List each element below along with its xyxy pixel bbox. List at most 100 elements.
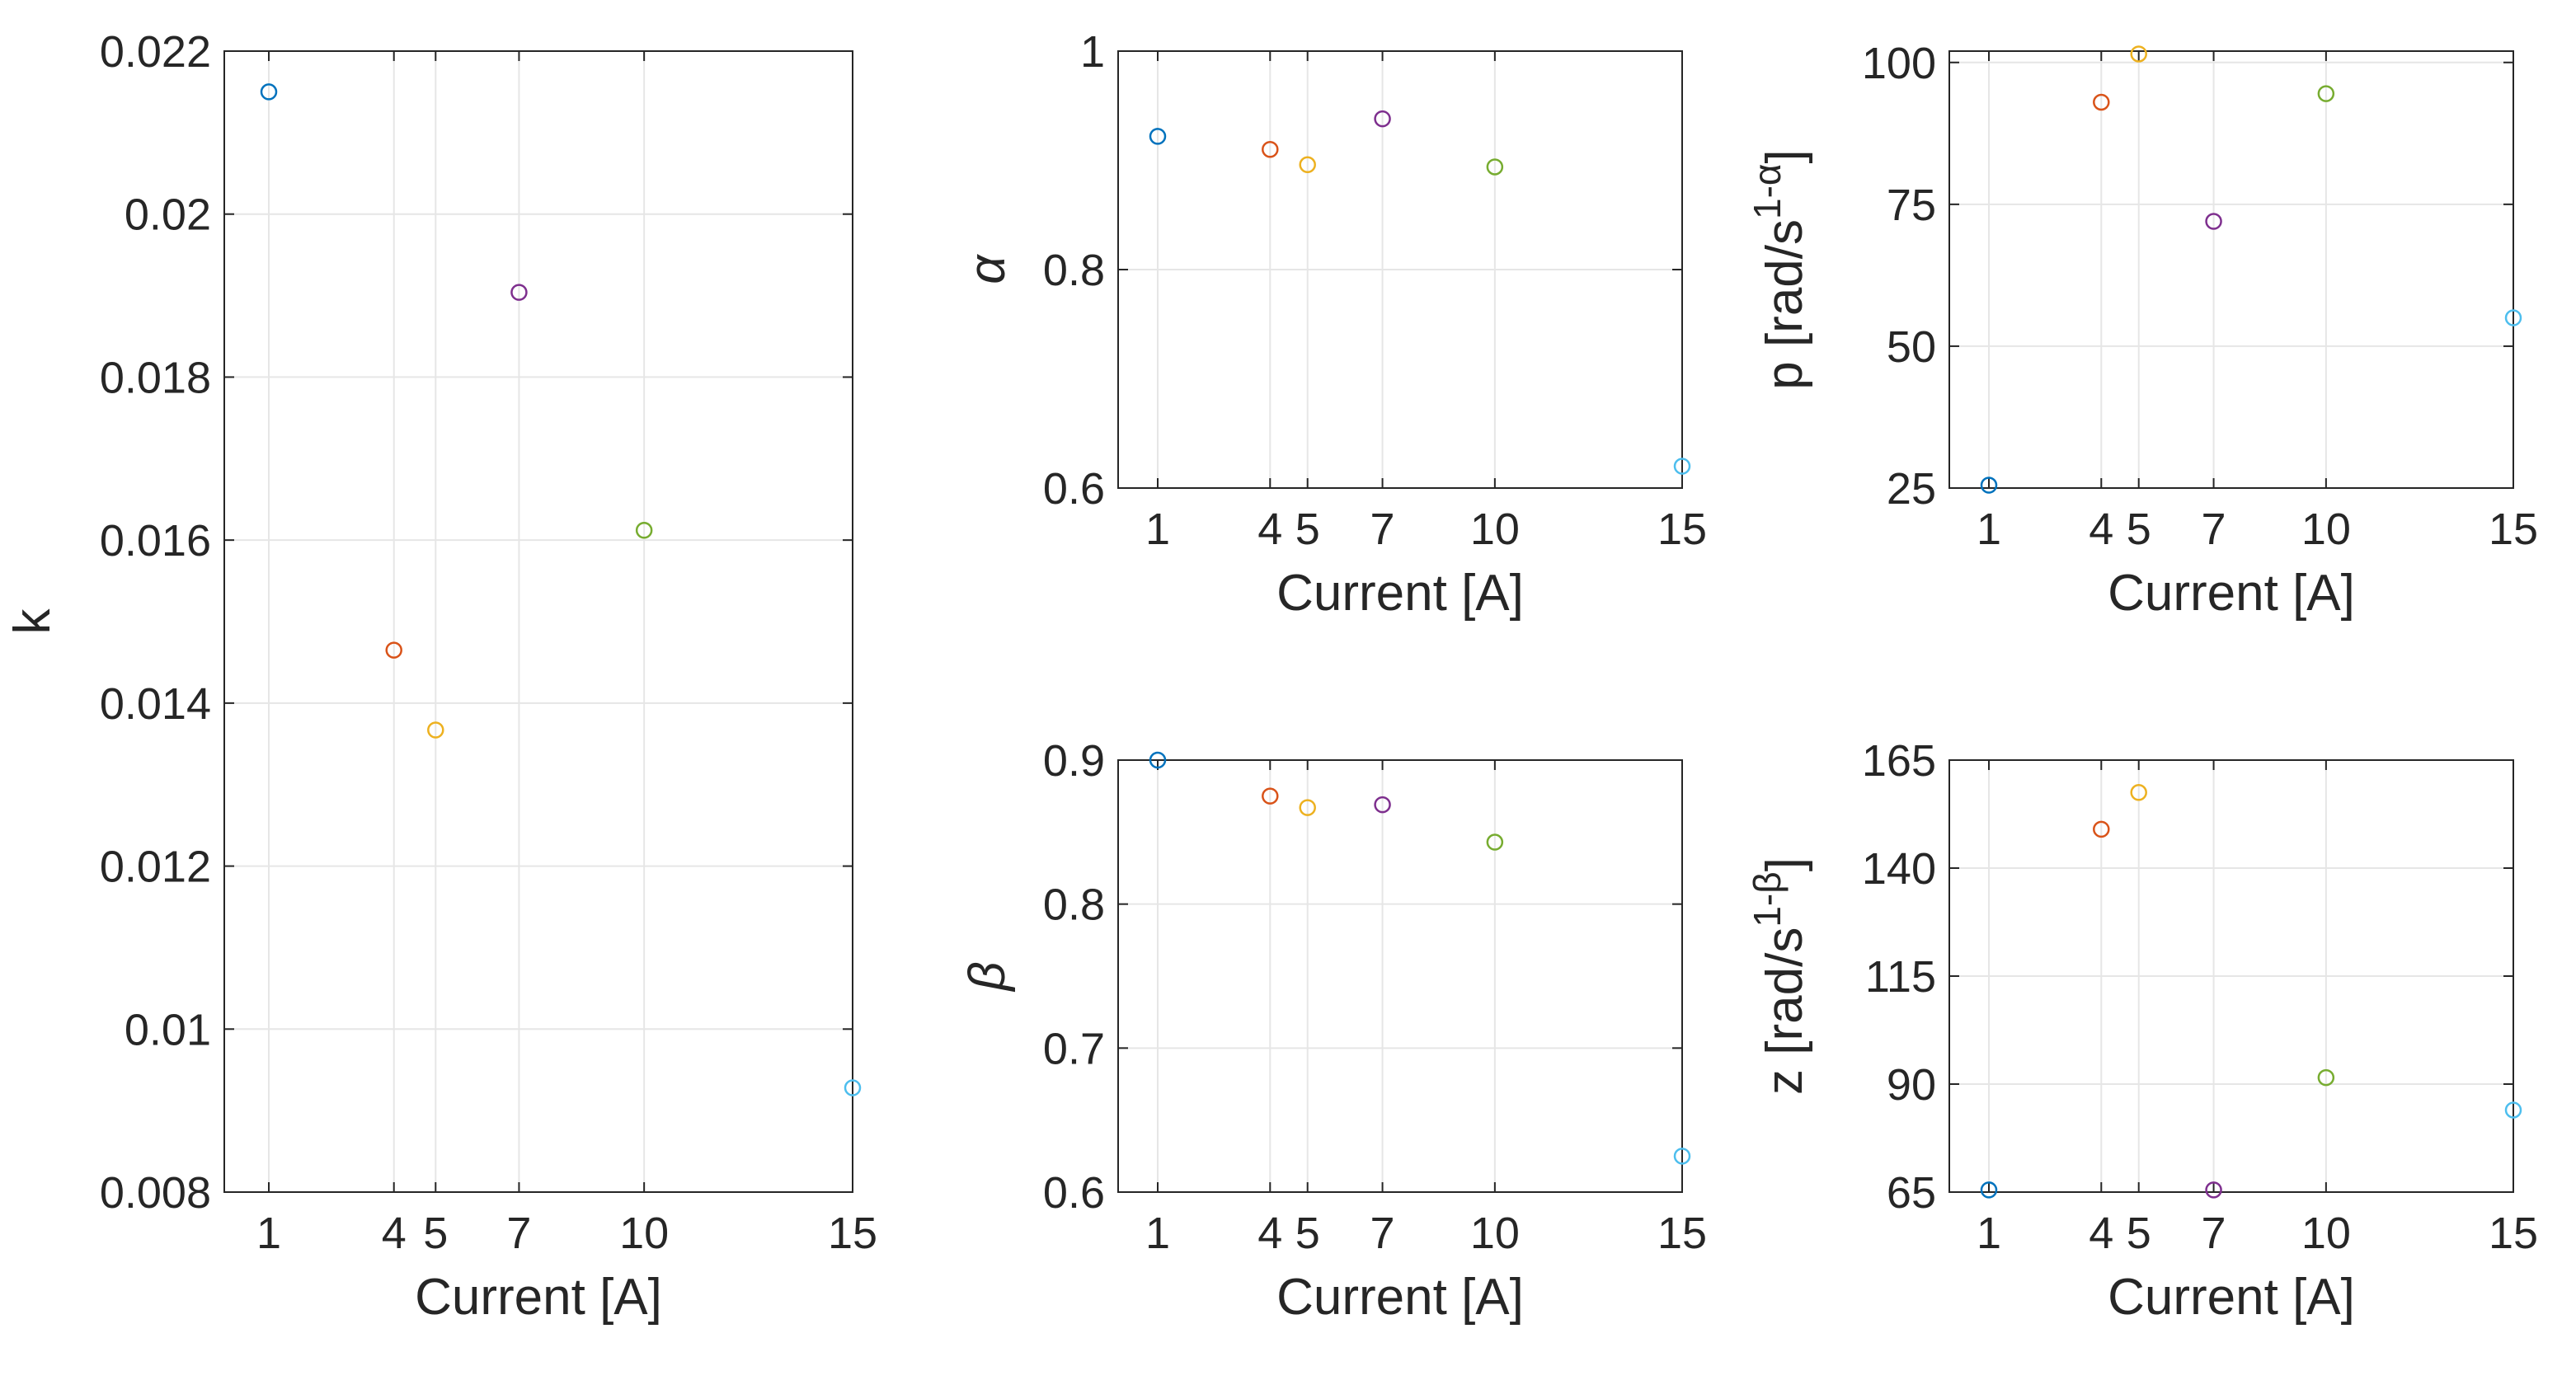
data-point — [2205, 213, 2222, 230]
x-tick-label: 10 — [2301, 1209, 2351, 1258]
data-point — [1149, 128, 1167, 145]
y-tick-label: 165 — [1862, 736, 1936, 786]
y-tick-label: 0.014 — [100, 679, 211, 729]
y-tick-label: 0.6 — [1043, 1168, 1105, 1218]
y-tick-label: 0.02 — [125, 190, 211, 240]
data-point — [1486, 158, 1504, 176]
x-axis-label: Current [A] — [2108, 565, 2355, 622]
data-point — [635, 522, 653, 539]
y-tick-label: 0.01 — [125, 1005, 211, 1054]
data-point — [385, 641, 402, 659]
y-tick-label: 115 — [1865, 952, 1936, 1002]
y-axis-label: p [rad/s1-α] — [1746, 149, 1813, 390]
data-point — [1980, 1181, 1998, 1199]
x-tick-label: 4 — [2089, 1209, 2113, 1258]
y-axis-label: k — [4, 608, 61, 635]
y-tick-label: 90 — [1887, 1060, 1936, 1110]
x-tick-label: 5 — [2127, 505, 2151, 554]
x-tick-label: 4 — [1257, 1209, 1282, 1258]
y-axis-label: α — [959, 254, 1016, 284]
y-tick-label: 140 — [1862, 844, 1936, 894]
y-tick-label: 1 — [1080, 27, 1105, 77]
x-tick-label: 10 — [1470, 505, 1520, 554]
data-point — [2130, 45, 2147, 63]
axes-frame — [223, 50, 853, 1193]
x-tick-label: 15 — [828, 1209, 877, 1258]
data-point — [2093, 820, 2110, 838]
x-tick-label: 4 — [1257, 505, 1282, 554]
y-tick-label: 0.7 — [1043, 1024, 1105, 1073]
data-point — [2205, 1181, 2222, 1199]
x-tick-label: 1 — [256, 1209, 281, 1258]
x-tick-label: 7 — [2202, 1209, 2226, 1258]
y-axis-label: β — [959, 961, 1016, 992]
x-axis-label: Current [A] — [2108, 1269, 2355, 1326]
x-tick-label: 4 — [382, 1209, 407, 1258]
x-tick-label: 1 — [1145, 505, 1170, 554]
data-point — [2317, 1068, 2335, 1087]
y-tick-label: 0.018 — [100, 353, 211, 402]
y-tick-label: 0.8 — [1043, 880, 1105, 930]
x-tick-label: 5 — [2127, 1209, 2151, 1258]
y-tick-label: 0.008 — [100, 1168, 211, 1218]
data-point — [2093, 93, 2110, 111]
data-point — [1374, 796, 1391, 814]
x-axis-label: Current [A] — [1276, 1269, 1524, 1326]
y-axis-label: z [rad/s1-β] — [1746, 857, 1813, 1095]
x-axis-label: Current [A] — [1276, 565, 1524, 622]
y-tick-label: 0.9 — [1043, 736, 1105, 786]
y-tick-label: 75 — [1887, 181, 1936, 230]
axes-p: 1 4 5 7 10 15 25 50 75 100 Current [A] p [rad/s1-α] — [1746, 39, 2538, 622]
data-point — [1374, 110, 1391, 128]
x-tick-label: 10 — [1470, 1209, 1520, 1258]
x-tick-label: 5 — [1295, 505, 1320, 554]
x-tick-label: 15 — [1657, 505, 1707, 554]
x-tick-label: 10 — [619, 1209, 669, 1258]
data-point — [1299, 156, 1316, 174]
data-point — [2317, 85, 2335, 102]
plot-area — [1949, 51, 2513, 488]
plot-area — [1118, 760, 1682, 1192]
x-tick-label: 1 — [1977, 505, 2001, 554]
y-tick-label: 100 — [1862, 39, 1936, 88]
data-point — [1673, 1148, 1691, 1165]
y-tick-label: 0.022 — [100, 27, 211, 77]
x-tick-label: 4 — [2089, 505, 2113, 554]
data-point — [510, 284, 528, 301]
x-tick-label: 15 — [2489, 505, 2538, 554]
x-axis-label: Current [A] — [415, 1269, 662, 1326]
data-point — [427, 721, 444, 739]
axes-k: 1 4 5 7 10 15 0.008 0.01 0.012 0.014 0.016 0.018 0.0… — [4, 27, 877, 1326]
x-tick-label: 15 — [1657, 1209, 1707, 1258]
axes-alpha: 1 4 5 7 10 15 0.6 0.8 1 Current [A] α — [959, 27, 1707, 622]
x-tick-label: 7 — [506, 1209, 531, 1258]
data-point — [2130, 784, 2147, 801]
data-point — [1980, 477, 1998, 494]
x-tick-label: 7 — [1370, 505, 1395, 554]
x-tick-label: 1 — [1145, 1209, 1170, 1258]
x-tick-label: 5 — [423, 1209, 448, 1258]
data-point — [1262, 141, 1279, 158]
data-point — [1673, 458, 1691, 475]
x-tick-label: 15 — [2489, 1209, 2538, 1258]
y-tick-label: 0.6 — [1043, 464, 1105, 514]
y-tick-label: 0.8 — [1043, 246, 1105, 295]
x-tick-label: 1 — [1977, 1209, 2001, 1258]
y-tick-label: 65 — [1887, 1168, 1936, 1218]
x-tick-label: 7 — [2202, 505, 2226, 554]
data-point — [844, 1079, 862, 1096]
y-tick-label: 0.016 — [100, 516, 211, 566]
y-tick-label: 25 — [1887, 464, 1936, 514]
y-tick-label: 0.012 — [100, 843, 211, 892]
data-point — [1262, 787, 1279, 805]
axes-beta: 1 4 5 7 10 15 0.6 0.7 0.8 0.9 Current [A] β — [959, 736, 1707, 1326]
axes-frame — [1948, 50, 2514, 489]
data-point — [2504, 1101, 2522, 1119]
axes-frame — [1117, 759, 1683, 1193]
axes-z: 1 4 5 7 10 15 65 90 115 140 165 Current [A] z [rad/s… — [1746, 736, 2538, 1326]
data-point — [260, 83, 278, 101]
data-point — [1486, 833, 1504, 851]
data-point — [1299, 799, 1316, 816]
y-tick-label: 50 — [1887, 322, 1936, 372]
